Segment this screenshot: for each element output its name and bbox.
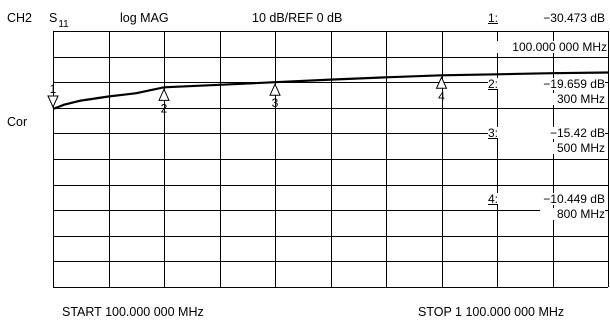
marker-1-triangle [47,95,59,109]
marker-1-label: 1 [50,82,57,96]
marker-1-frequency: 100.000 000 MHz [488,41,607,53]
stop-frequency: STOP 1 100.000 000 MHz [418,305,565,319]
marker-1-readout: 1: −30.473 dB [488,12,605,24]
marker-3-frequency: 500 MHz [540,142,605,154]
marker-4-triangle [435,76,448,89]
channel-label: CH2 [7,11,33,25]
marker-2-triangle [158,88,170,101]
marker-4-label: 4 [438,89,445,103]
parameter-name: S [49,11,58,25]
start-frequency: START 100.000 000 MHz [62,305,204,319]
marker-2-frequency: 300 MHz [540,93,605,105]
scale-label: 10 dB/REF 0 dB [252,11,343,25]
marker-3-label: 3 [272,96,279,110]
marker-1-value: −30.473 dB [543,11,605,25]
parameter-label: S11 [49,11,69,30]
marker-4-value: −10.449 dB [543,192,605,206]
plot-grid [53,31,609,288]
marker-3-index: 3: [488,126,499,140]
marker-2-value: −19.659 dB [543,77,605,91]
parameter-subscript: 11 [58,19,69,30]
marker-1-index: 1: [488,11,499,25]
marker-2-label: 2 [161,101,168,115]
format-label: log MAG [120,11,169,25]
marker-4-frequency: 800 MHz [540,208,605,220]
marker-2-readout: 2: −19.659 dB [488,78,605,90]
marker-2-index: 2: [488,77,499,91]
correction-indicator: Cor [7,115,28,129]
trace-line [52,71,609,111]
marker-4-readout: 4: −10.449 dB [488,193,605,205]
marker-3-value: −15.42 dB [549,126,605,140]
marker-3-readout: 3: −15.42 dB [488,127,605,139]
marker-3-triangle [269,82,281,96]
marker-4-index: 4: [488,192,499,206]
plot-markers: 1 2 3 4 [47,76,448,115]
